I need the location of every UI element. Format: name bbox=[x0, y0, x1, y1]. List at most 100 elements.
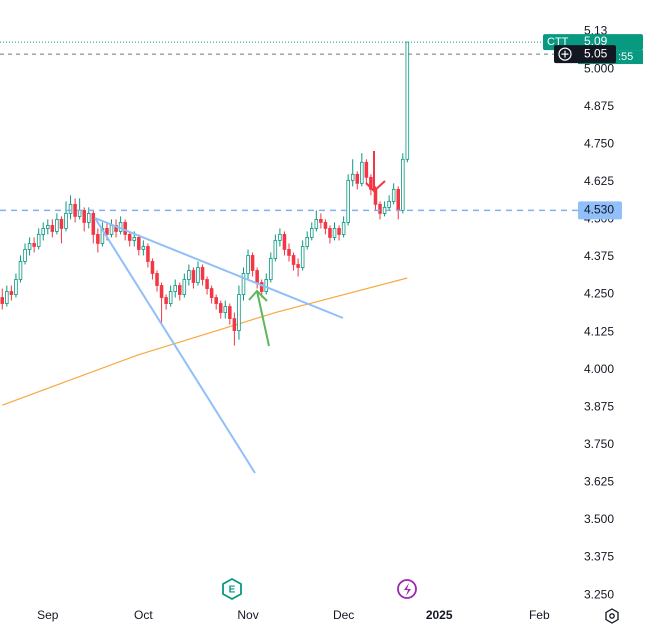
candle-body bbox=[146, 246, 150, 262]
candle-body bbox=[346, 179, 350, 223]
candle-body bbox=[9, 291, 14, 295]
candle-body bbox=[341, 222, 346, 235]
candle-body bbox=[278, 234, 282, 241]
y-tick-label: 3.250 bbox=[584, 587, 614, 601]
candle-body bbox=[305, 237, 309, 247]
countdown-label: :55 bbox=[618, 51, 633, 63]
y-tick-label: 4.750 bbox=[584, 136, 614, 150]
candle-body bbox=[314, 218, 319, 229]
y-tick-label: 4.375 bbox=[584, 249, 614, 263]
crosshair-price-label: 5.05 bbox=[584, 46, 608, 60]
y-tick-label: 3.875 bbox=[584, 399, 614, 413]
candle-body bbox=[200, 267, 205, 280]
candle-body bbox=[159, 285, 164, 298]
y-tick-label: 4.875 bbox=[584, 99, 614, 113]
candle-body bbox=[209, 288, 214, 298]
candle-body bbox=[328, 228, 332, 238]
candle-body bbox=[300, 246, 305, 268]
candle-body bbox=[27, 243, 32, 250]
candle-body bbox=[168, 291, 173, 304]
x-tick-label: 2025 bbox=[426, 608, 453, 622]
last-price-label: 5.09 bbox=[584, 34, 608, 48]
candle-body bbox=[396, 188, 400, 211]
candle-body bbox=[205, 279, 209, 289]
candle-body bbox=[41, 228, 46, 235]
candle-body bbox=[64, 212, 68, 229]
candle-body bbox=[309, 228, 314, 238]
candle-body bbox=[246, 255, 250, 274]
candle-body bbox=[164, 297, 168, 304]
candle-body bbox=[96, 234, 100, 244]
trend-line bbox=[94, 217, 344, 319]
candle-body bbox=[332, 228, 337, 238]
candle-body bbox=[141, 246, 146, 250]
settings-icon[interactable] bbox=[605, 608, 619, 624]
candle-body bbox=[355, 173, 360, 184]
x-tick-label: Nov bbox=[237, 608, 258, 622]
price-line-label: 4.530 bbox=[584, 203, 614, 217]
candle-body bbox=[73, 203, 77, 217]
candle-body bbox=[378, 203, 382, 214]
add-icon bbox=[558, 47, 572, 61]
earnings-event[interactable]: E bbox=[222, 577, 242, 601]
candle-body bbox=[337, 228, 341, 235]
candle-body bbox=[364, 161, 369, 178]
candle-body bbox=[287, 249, 291, 256]
candle-body bbox=[91, 212, 96, 235]
candle-body bbox=[228, 306, 232, 319]
candle-body bbox=[77, 209, 82, 217]
candle-body bbox=[82, 209, 86, 223]
candle-body bbox=[114, 225, 118, 232]
candle-body bbox=[369, 176, 373, 190]
candle-body bbox=[273, 240, 278, 259]
x-tick-label: Sep bbox=[37, 608, 59, 622]
candle-body bbox=[14, 279, 18, 295]
candle-body bbox=[137, 237, 141, 250]
x-tick-label: Feb bbox=[529, 608, 550, 622]
candle-body bbox=[86, 212, 91, 223]
moving-average bbox=[2, 277, 408, 406]
candle-body bbox=[23, 249, 27, 262]
x-tick-label: Dec bbox=[333, 608, 354, 622]
plot-area bbox=[0, 41, 410, 406]
candle-body bbox=[259, 282, 264, 292]
candle-body bbox=[405, 41, 410, 160]
down-arrow bbox=[365, 151, 386, 193]
candle-body bbox=[32, 243, 36, 247]
candle-body bbox=[241, 273, 246, 295]
candle-body bbox=[5, 291, 9, 304]
candle-body bbox=[178, 285, 182, 295]
candle-body bbox=[109, 225, 114, 235]
candle-body bbox=[18, 261, 23, 280]
candle-body bbox=[401, 158, 405, 211]
y-tick-label: 3.625 bbox=[584, 475, 614, 489]
candle-body bbox=[296, 264, 300, 268]
candle-body bbox=[264, 279, 269, 292]
y-tick-label: 3.500 bbox=[584, 512, 614, 526]
candle-body bbox=[150, 261, 155, 274]
candle-body bbox=[68, 203, 73, 214]
candle-body bbox=[350, 173, 355, 181]
event-label: E bbox=[229, 585, 236, 596]
y-tick-label: 4.125 bbox=[584, 324, 614, 338]
y-tick-label: 3.750 bbox=[584, 437, 614, 451]
y-tick-label: 5.000 bbox=[584, 61, 614, 75]
candle-body bbox=[182, 279, 187, 295]
candle-body bbox=[391, 188, 396, 202]
candle-body bbox=[319, 218, 323, 223]
candle-body bbox=[50, 225, 55, 232]
candle-body bbox=[255, 270, 259, 283]
candle-body bbox=[123, 222, 127, 235]
y-tick-label: 4.625 bbox=[584, 174, 614, 188]
y-tick-label: 4.000 bbox=[584, 362, 614, 376]
candle-body bbox=[237, 294, 241, 332]
candle-body bbox=[232, 318, 237, 332]
up-arrow bbox=[248, 289, 270, 347]
candle-body bbox=[214, 297, 218, 304]
dividend-event[interactable] bbox=[397, 579, 417, 599]
y-tick-label: 3.375 bbox=[584, 550, 614, 564]
candle-body bbox=[132, 237, 137, 241]
candle-body bbox=[218, 303, 223, 313]
candle-body bbox=[360, 161, 364, 184]
